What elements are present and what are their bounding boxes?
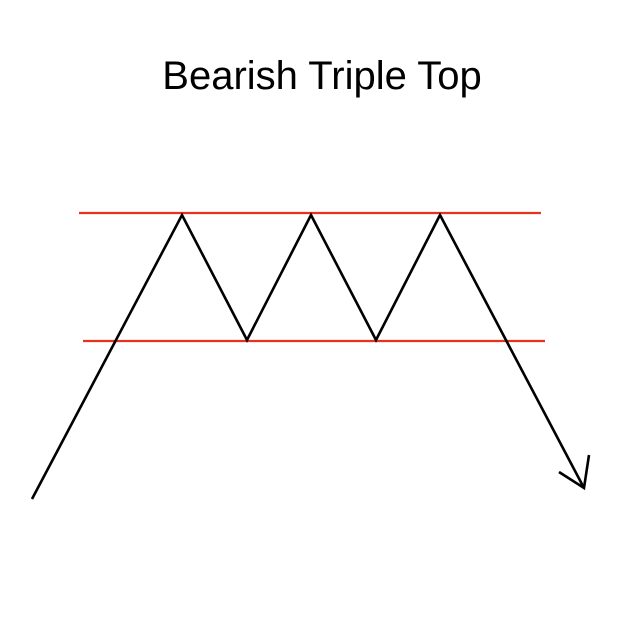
price-path xyxy=(30,212,586,500)
diagram-title: Bearish Triple Top xyxy=(162,54,481,98)
down-arrow-head-icon xyxy=(558,454,591,491)
